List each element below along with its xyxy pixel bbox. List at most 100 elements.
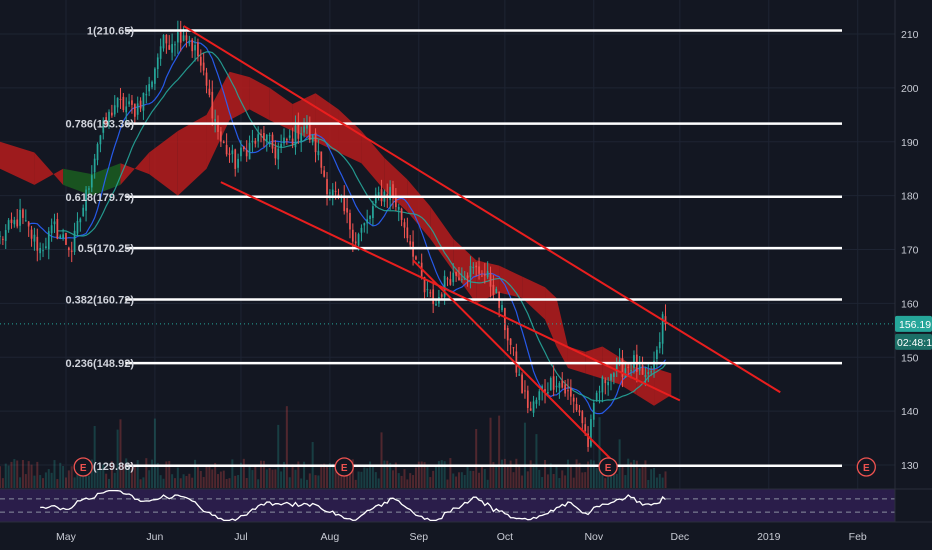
time-tick-label: Aug xyxy=(321,531,340,543)
cloud-segment xyxy=(407,179,431,239)
candle-body xyxy=(297,123,300,139)
volume-bar xyxy=(457,472,460,488)
candle-body xyxy=(257,134,260,142)
volume-bar xyxy=(87,475,90,488)
volume-bar xyxy=(409,473,412,488)
volume-bar xyxy=(145,458,148,488)
fib-level-label: 0.5(170.25) xyxy=(78,243,135,255)
candle-body xyxy=(179,31,182,43)
candle-body xyxy=(349,212,351,230)
candle-body xyxy=(139,100,142,109)
candle-body xyxy=(326,179,328,195)
candle-body xyxy=(466,275,469,279)
volume-bars xyxy=(0,406,667,488)
volume-bar xyxy=(601,471,604,488)
candle-body xyxy=(254,140,257,144)
candle-body xyxy=(188,42,191,44)
volume-bar xyxy=(518,464,521,488)
candle-body xyxy=(613,373,615,377)
volume-bar xyxy=(56,479,59,488)
cloud-segment xyxy=(149,130,178,196)
candle-body xyxy=(119,99,122,101)
volume-bar xyxy=(328,463,331,488)
volume-bar xyxy=(584,472,587,488)
volume-bar xyxy=(208,465,211,488)
candle-body xyxy=(10,219,13,224)
volume-bar xyxy=(317,475,320,488)
cloud-segment xyxy=(499,265,523,298)
volume-bar xyxy=(231,459,234,488)
fib-level-label: 0.382(160.72) xyxy=(66,294,135,306)
candle-body xyxy=(185,35,188,41)
volume-bar xyxy=(647,479,650,488)
volume-bar xyxy=(0,466,2,488)
price-tick-label: 130 xyxy=(901,460,919,472)
volume-bar xyxy=(257,479,260,488)
volume-bar xyxy=(116,429,119,488)
volume-bar xyxy=(607,477,610,488)
fib-level-label: 0.786(193.36) xyxy=(66,119,135,131)
candle-body xyxy=(426,289,429,291)
volume-bar xyxy=(1,478,4,488)
candle-body xyxy=(222,141,225,143)
candle-body xyxy=(601,376,604,393)
volume-bar xyxy=(377,478,380,488)
candle-body xyxy=(369,216,371,219)
volume-bar xyxy=(572,477,575,488)
price-axis[interactable]: 130 140 150 160 170 180 190 200 210 xyxy=(894,0,919,522)
volume-bar xyxy=(489,417,492,488)
volume-bar xyxy=(214,462,217,488)
trendlines[interactable] xyxy=(183,25,781,466)
volume-bar xyxy=(429,477,432,488)
rsi-line xyxy=(40,489,666,522)
candle-body xyxy=(435,303,437,306)
candle-body xyxy=(0,235,1,237)
volume-bar xyxy=(67,470,70,488)
time-tick-label: Nov xyxy=(584,531,603,543)
earnings-marker xyxy=(334,457,354,477)
candle-body xyxy=(489,273,492,287)
candle-body xyxy=(277,148,280,160)
candle-body xyxy=(607,382,610,386)
candle-body xyxy=(122,96,125,110)
candle-body xyxy=(125,106,128,113)
volume-bar xyxy=(122,464,125,488)
rsi-panel[interactable] xyxy=(0,488,932,522)
volume-bar xyxy=(400,475,403,488)
volume-bar xyxy=(142,477,145,488)
candle-body xyxy=(650,371,653,373)
volume-bar xyxy=(225,479,228,488)
volume-bar xyxy=(334,466,337,488)
volume-bar xyxy=(592,460,595,488)
candle-body xyxy=(205,72,208,86)
candle-body xyxy=(535,399,538,404)
volume-bar xyxy=(503,458,506,488)
candle-body xyxy=(159,46,162,59)
candle-body xyxy=(377,192,380,196)
candle-body xyxy=(547,392,549,394)
candle-body xyxy=(265,134,268,141)
volume-bar xyxy=(526,471,529,488)
volume-bar xyxy=(475,429,478,488)
candle-body xyxy=(62,234,64,239)
candle-body xyxy=(73,230,76,253)
volume-bar xyxy=(153,418,156,488)
fib-retracement[interactable]: 1(210.65) 0.786(193.36) 0.618(179.79) 0.5(1… xyxy=(66,25,843,473)
volume-bar xyxy=(196,464,199,488)
volume-bar xyxy=(237,475,240,488)
volume-bar xyxy=(432,470,435,488)
candle-body xyxy=(96,144,99,161)
candle-body xyxy=(171,44,173,53)
candle-body xyxy=(225,144,228,155)
time-axis[interactable]: May Jun Jul Aug Sep Oct Nov Dec 2019 Feb xyxy=(0,521,932,543)
volume-bar xyxy=(173,478,176,488)
candle-body xyxy=(624,368,627,378)
volume-bar xyxy=(371,466,374,488)
candle-body xyxy=(475,265,478,268)
volume-bar xyxy=(27,461,30,488)
candle-body xyxy=(194,44,196,51)
volume-bar xyxy=(564,475,567,488)
volume-bar xyxy=(194,459,197,488)
